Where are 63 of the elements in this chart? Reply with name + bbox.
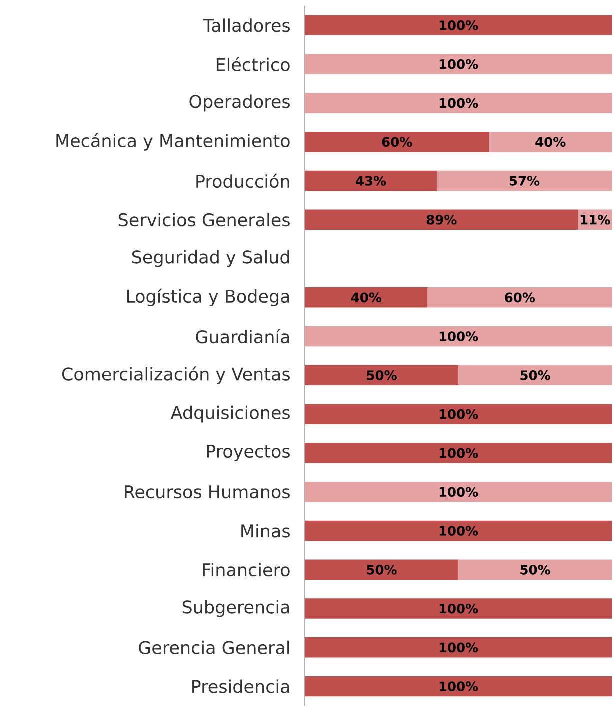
y-tick-label: Eléctrico	[216, 57, 290, 72]
y-tick-label: Recursos Humanos	[125, 486, 290, 499]
y-tick-label: Subgerencia	[182, 600, 290, 618]
data-label: 50%	[520, 370, 550, 380]
data-label: 100%	[440, 59, 478, 70]
bar	[304, 326, 612, 347]
bar	[304, 288, 428, 308]
bar	[304, 404, 612, 424]
bar	[304, 443, 612, 464]
bar	[304, 93, 612, 114]
bar	[304, 210, 578, 230]
data-label: 100%	[440, 526, 478, 536]
data-label: 50%	[367, 370, 397, 380]
bar	[304, 482, 612, 502]
y-tick-label: Mecánica y Mantenimiento	[56, 133, 290, 151]
data-label: 89%	[426, 214, 457, 225]
bar	[304, 54, 612, 74]
data-label: 11%	[581, 214, 610, 225]
data-label: 50%	[520, 564, 550, 575]
y-tick-label: Presidencia	[192, 680, 290, 694]
bar	[304, 638, 612, 658]
data-label: 100%	[440, 448, 478, 458]
bar	[437, 170, 612, 192]
data-label: 43%	[356, 176, 386, 186]
data-label: 60%	[382, 137, 412, 148]
data-label: 40%	[536, 137, 566, 148]
y-tick-label: Seguridad y Salud	[132, 250, 290, 268]
y-tick-label: Logística y Bodega	[127, 288, 290, 306]
data-label: 40%	[351, 292, 382, 303]
y-tick-label: Financiero	[203, 563, 290, 577]
bar	[458, 365, 612, 386]
y-tick-label: Talladores	[203, 18, 290, 32]
data-label: 50%	[367, 564, 397, 575]
y-tick-label: Guardianía	[196, 329, 290, 344]
data-label: 100%	[440, 682, 478, 692]
bar	[489, 132, 612, 152]
bar	[304, 365, 458, 386]
data-label: 100%	[440, 604, 478, 614]
bar	[304, 15, 612, 36]
data-label: 100%	[440, 332, 478, 342]
data-label: 57%	[510, 176, 540, 186]
bar	[304, 560, 458, 580]
data-label: 100%	[440, 642, 478, 653]
bar	[458, 560, 612, 580]
bar	[304, 132, 490, 152]
y-tick-label: Operadores	[190, 94, 290, 112]
y-tick-label: Proyectos	[207, 445, 290, 462]
bar	[304, 170, 438, 192]
bar	[428, 288, 612, 308]
bar	[304, 520, 612, 542]
data-label: 100%	[440, 20, 478, 30]
data-label: 100%	[440, 487, 478, 498]
y-tick-label: Servicios Generales	[118, 213, 290, 227]
data-label: 100%	[440, 98, 478, 108]
y-tick-label: Adquisiciones	[170, 406, 290, 423]
bar	[304, 676, 612, 697]
data-label: 100%	[440, 409, 478, 420]
y-tick-label: Minas	[242, 524, 290, 538]
y-tick-label: Gerencia General	[139, 640, 290, 654]
y-tick-label: Producción	[196, 174, 290, 188]
y-tick-label: Comercialización y Ventas	[62, 366, 290, 384]
data-label: 60%	[505, 292, 536, 303]
bar	[304, 598, 612, 619]
